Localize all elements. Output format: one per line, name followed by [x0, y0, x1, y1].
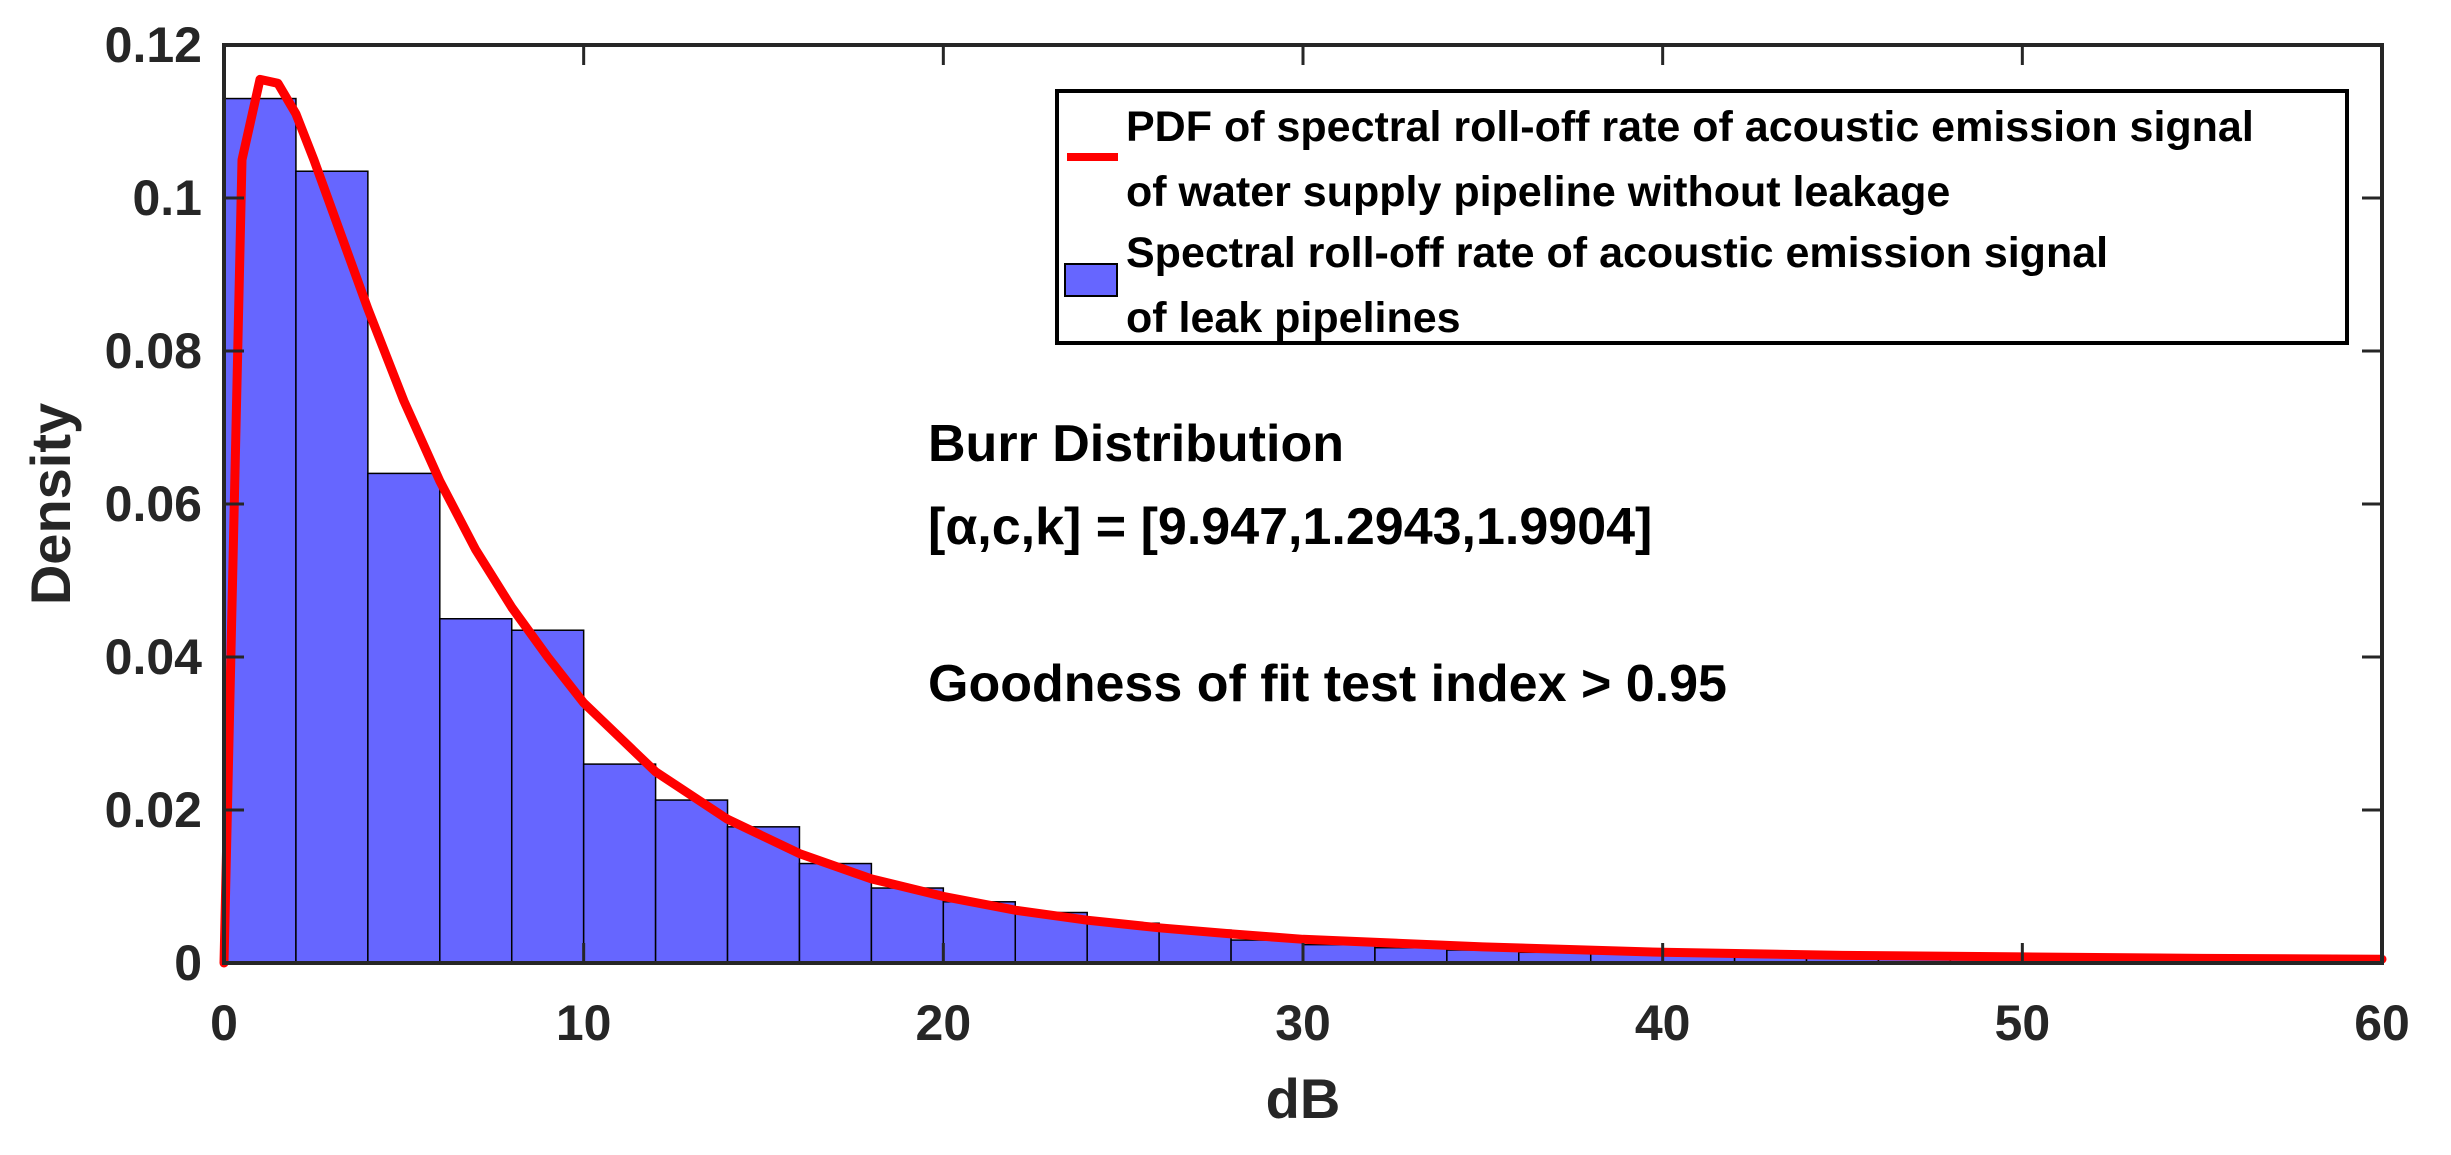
histogram-bar: [510, 629, 585, 964]
annotation-parameters: [α,c,k] = [9.947,1.2943,1.9904]: [928, 498, 1652, 556]
histogram-bar: [1230, 939, 1304, 964]
y-tick-label: 0.04: [105, 629, 203, 685]
histogram-bar: [439, 618, 513, 964]
legend: PDF of spectral roll-off rate of acousti…: [1055, 89, 2349, 345]
histogram-bar: [1302, 943, 1376, 964]
y-axis-title: Density: [19, 403, 82, 605]
histogram-bar: [295, 170, 369, 964]
y-tick-label: 0.1: [132, 170, 202, 226]
legend-histogram-label-line1: Spectral roll-off rate of acoustic emiss…: [1126, 229, 2108, 277]
y-tick-label: 0.12: [105, 17, 202, 73]
histogram-bar: [870, 887, 945, 964]
x-tick-label: 20: [916, 995, 972, 1051]
histogram-bar: [1374, 946, 1448, 964]
y-tick-label: 0: [174, 935, 202, 991]
axis-ticks: 0 10 20 30 40 50 60 0 0.02 0.04 0.06 0.08 0.1 0.12: [105, 17, 2410, 1051]
x-tick-label: 0: [210, 995, 238, 1051]
legend-box: [1055, 89, 2349, 345]
histogram-bar: [654, 799, 729, 964]
annotation-goodness-of-fit: Goodness of fit test index > 0.95: [928, 655, 1727, 713]
legend-histogram-swatch: [1064, 263, 1118, 297]
pdf-curve-layer: [219, 74, 2387, 968]
annotation-distribution-name: Burr Distribution: [928, 415, 1344, 473]
legend-pdf-label-line1: PDF of spectral roll-off rate of acousti…: [1126, 103, 2254, 151]
legend-histogram-label-line2: of leak pipelines: [1126, 294, 1461, 342]
histogram-bar: [582, 763, 657, 964]
y-tick-label: 0.06: [105, 476, 202, 532]
x-tick-label: 10: [556, 995, 612, 1051]
x-tick-label: 60: [2354, 995, 2410, 1051]
x-tick-label: 40: [1635, 995, 1691, 1051]
legend-pdf-label-line2: of water supply pipeline without leakage: [1126, 168, 1950, 216]
x-axis-title: dB: [1266, 1067, 1341, 1130]
x-tick-label: 50: [1995, 995, 2051, 1051]
y-tick-label: 0.02: [105, 782, 202, 838]
histogram-bars: [223, 97, 2383, 964]
pdf-curve-line: [219, 74, 2387, 968]
x-tick-label: 30: [1275, 995, 1331, 1051]
histogram-bar: [367, 472, 441, 964]
y-tick-label: 0.08: [105, 323, 202, 379]
